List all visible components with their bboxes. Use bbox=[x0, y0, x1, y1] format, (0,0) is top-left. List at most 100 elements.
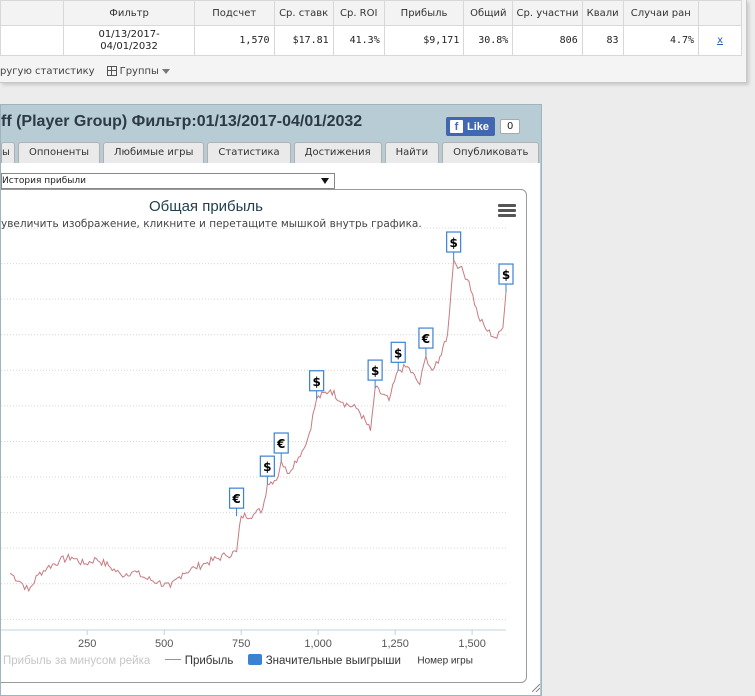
marker-flag bbox=[228, 487, 245, 509]
marker-symbol: $ bbox=[394, 346, 402, 360]
player-group-dialog: ff (Player Group) Фильтр:01/13/2017-04/0… bbox=[0, 104, 542, 696]
chevron-down-icon bbox=[161, 68, 170, 74]
stats-toolbar: ругую статистику Группы bbox=[0, 62, 170, 80]
marker-symbol: $ bbox=[449, 236, 457, 250]
legend-label: Прибыль bbox=[184, 654, 234, 667]
big-win-marker[interactable]: € bbox=[418, 327, 434, 349]
marker-flag bbox=[259, 455, 275, 477]
remove-row-link[interactable]: x bbox=[717, 35, 723, 46]
column-header bbox=[698, 0, 742, 26]
cell-qualification: 83 bbox=[581, 25, 624, 56]
marker-symbol: $ bbox=[263, 460, 271, 474]
big-win-marker[interactable]: $ bbox=[498, 263, 514, 285]
big-win-marker[interactable]: $ bbox=[446, 231, 462, 253]
column-header-filter[interactable]: Фильтр bbox=[63, 0, 195, 26]
legend-item-rake-profit[interactable]: Прибыль за минусом рейка bbox=[3, 654, 151, 667]
cell-remove: x bbox=[698, 25, 742, 56]
dialog-title: ff (Player Group) Фильтр:01/13/2017-04/0… bbox=[1, 113, 363, 130]
big-win-marker[interactable]: € bbox=[273, 432, 289, 454]
marker-symbol: $ bbox=[312, 375, 320, 389]
marker-symbol: € bbox=[231, 492, 240, 506]
like-count: 0 bbox=[500, 119, 521, 134]
marker-symbol: $ bbox=[502, 268, 510, 282]
column-header-total[interactable]: Общий bbox=[463, 0, 514, 26]
cell-avg-participants: 806 bbox=[512, 25, 583, 56]
chart-plot-area[interactable]: 250 500 750 1,000 1,250 1,500 € $ € $ $ $ € $ $ bbox=[1, 190, 526, 682]
tab-find[interactable]: Найти bbox=[384, 142, 440, 163]
tab-publish[interactable]: Опубликовать bbox=[442, 142, 540, 163]
x-tick-label: 1,500 bbox=[458, 638, 486, 650]
big-win-marker[interactable]: € bbox=[228, 487, 245, 509]
column-header-count[interactable]: Подсчет bbox=[193, 0, 275, 26]
marker-flag bbox=[309, 370, 325, 392]
legend-box-swatch bbox=[247, 654, 262, 665]
chart-type-selected: История прибыли bbox=[2, 176, 86, 186]
x-tick-label: 1,000 bbox=[304, 638, 332, 650]
marker-flag bbox=[498, 263, 514, 285]
big-win-marker[interactable]: $ bbox=[259, 455, 275, 477]
column-header-early-cases[interactable]: Случаи ран bbox=[622, 0, 700, 26]
like-label: Like bbox=[467, 120, 490, 133]
cell-early-cases: 4.7% bbox=[622, 25, 700, 56]
column-header-avg-participants[interactable]: Ср. участни bbox=[512, 0, 583, 26]
marker-symbol: € bbox=[421, 332, 430, 346]
x-tick-label: 500 bbox=[155, 638, 173, 650]
cell-profit: $9,171 bbox=[383, 25, 465, 56]
tab-statistics[interactable]: Статистика bbox=[207, 142, 291, 163]
legend-item-profit[interactable]: Прибыль bbox=[164, 654, 234, 667]
x-axis-title: Номер игры bbox=[417, 655, 473, 667]
tab-opponents[interactable]: Оппоненты bbox=[18, 142, 101, 163]
x-tick-label: 750 bbox=[232, 638, 250, 650]
cell-avg-roi: 41.3% bbox=[332, 25, 385, 56]
column-header[interactable] bbox=[0, 0, 65, 26]
chart-type-select[interactable]: История прибыли bbox=[1, 173, 335, 189]
marker-symbol: $ bbox=[371, 364, 379, 378]
tab-favorite-games[interactable]: Любимые игры bbox=[103, 142, 205, 163]
column-header-profit[interactable]: Прибыль bbox=[383, 0, 465, 26]
chart-title: Общая прибыль bbox=[148, 198, 264, 215]
marker-flag bbox=[367, 359, 383, 381]
groups-label: Группы bbox=[119, 65, 159, 77]
big-win-marker[interactable]: $ bbox=[390, 341, 406, 363]
marker-flag bbox=[446, 231, 462, 253]
stats-table: Фильтр Подсчет Ср. ставк Ср. ROI Прибыль… bbox=[0, 0, 742, 56]
marker-flag bbox=[273, 432, 289, 454]
big-win-marker[interactable]: $ bbox=[309, 370, 325, 392]
column-header-qualification[interactable]: Квали bbox=[581, 0, 624, 26]
groups-button[interactable]: Группы bbox=[106, 65, 170, 77]
cell-empty bbox=[0, 25, 65, 56]
dialog-tabs: ы Оппоненты Любимые игры Статистика Дост… bbox=[1, 142, 542, 164]
tab-games[interactable]: ы bbox=[1, 142, 15, 163]
cell-total: 30.8% bbox=[463, 25, 514, 56]
other-stats-link[interactable]: ругую статистику bbox=[0, 65, 95, 77]
column-header-avg-stake[interactable]: Ср. ставк bbox=[273, 0, 334, 26]
cell-filter: 01/13/2017- 04/01/2032 bbox=[63, 25, 195, 56]
resize-handle-icon[interactable] bbox=[532, 684, 540, 692]
chart-legend: Прибыль за минусом рейка Прибыль Значите… bbox=[1, 654, 521, 670]
table-row: 01/13/2017- 04/01/2032 1,570 $17.81 41.3… bbox=[0, 25, 742, 56]
big-win-marker[interactable]: $ bbox=[367, 359, 383, 381]
tab-achievements[interactable]: Достижения bbox=[293, 142, 382, 163]
profit-series-line bbox=[9, 258, 507, 593]
stats-panel: Фильтр Подсчет Ср. ставк Ср. ROI Прибыль… bbox=[0, 0, 747, 83]
grid-icon bbox=[106, 66, 117, 76]
cell-avg-stake: $17.81 bbox=[273, 25, 334, 56]
legend-line-swatch bbox=[164, 659, 181, 660]
facebook-icon: f bbox=[450, 120, 463, 133]
stats-header-row: Фильтр Подсчет Ср. ставк Ср. ROI Прибыль… bbox=[0, 0, 742, 26]
dialog-body: История прибыли 250 500 750 1,000 1,250 1,500… bbox=[1, 163, 540, 695]
legend-label: Значительные выигрыши bbox=[265, 654, 401, 667]
column-header-avg-roi[interactable]: Ср. ROI bbox=[332, 0, 385, 26]
facebook-like-button[interactable]: f Like bbox=[446, 117, 496, 136]
marker-flag bbox=[418, 327, 434, 349]
legend-item-big-wins[interactable]: Значительные выигрыши bbox=[247, 654, 401, 667]
profit-chart[interactable]: 250 500 750 1,000 1,250 1,500 € $ € $ $ $ € $ $ Общая … bbox=[1, 189, 527, 683]
cell-count: 1,570 bbox=[193, 25, 275, 56]
marker-symbol: € bbox=[276, 437, 285, 451]
x-tick-label: 250 bbox=[78, 638, 96, 650]
chevron-down-icon bbox=[321, 178, 329, 184]
x-tick-label: 1,250 bbox=[381, 638, 409, 650]
menu-icon[interactable] bbox=[498, 204, 516, 218]
chart-subtitle: увеличить изображение, кликните и перета… bbox=[1, 218, 422, 230]
marker-flag bbox=[390, 341, 406, 363]
